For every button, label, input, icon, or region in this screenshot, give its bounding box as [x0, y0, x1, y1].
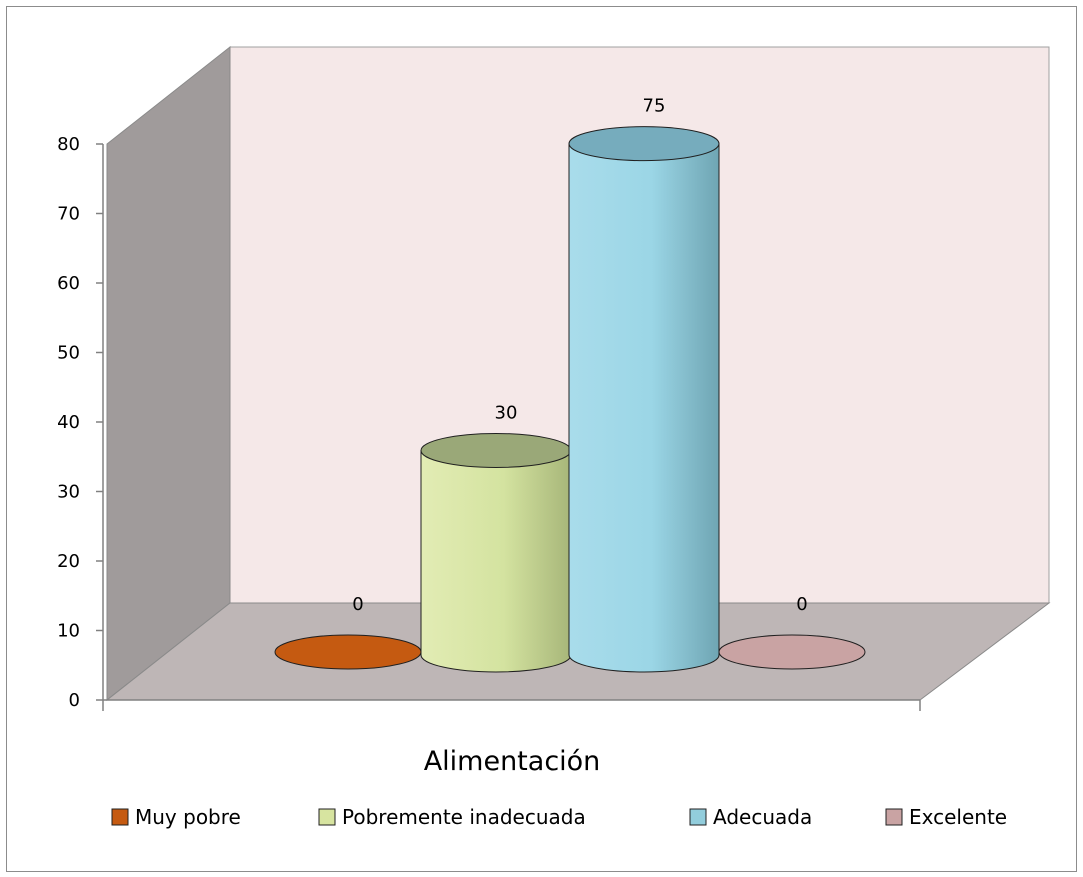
- y-tick-label: 20: [57, 551, 80, 572]
- y-tick-label: 70: [57, 204, 80, 225]
- legend-swatch: [111, 808, 129, 826]
- legend: Muy pobre Pobremente inadecuada Adecuada Ex…: [111, 805, 1007, 829]
- legend-swatch: [318, 808, 336, 826]
- bar-body: [568, 143, 720, 673]
- legend-label: Excelente: [909, 805, 1007, 829]
- bar-body: [420, 449, 572, 673]
- bar-2: [568, 126, 720, 673]
- data-labels: 0 30 75 0: [352, 96, 807, 615]
- y-tick-label: 40: [57, 412, 80, 433]
- y-tick-label: 0: [69, 690, 80, 711]
- legend-swatch: [689, 808, 707, 826]
- legend-item: Muy pobre: [111, 805, 241, 829]
- data-label: 0: [796, 594, 807, 615]
- data-label: 0: [352, 594, 363, 615]
- legend-label: Adecuada: [713, 805, 812, 829]
- data-label: 75: [643, 96, 666, 117]
- y-ticks: 0 10 20 30 40 50 60 70 80: [57, 134, 103, 711]
- bar-disc: [274, 634, 422, 670]
- bar-disc: [718, 634, 866, 670]
- legend-item: Pobremente inadecuada: [318, 805, 586, 829]
- y-tick-label: 60: [57, 273, 80, 294]
- legend-item: Excelente: [885, 805, 1007, 829]
- side-wall: [106, 45, 231, 702]
- legend-label: Muy pobre: [135, 805, 241, 829]
- legend-item: Adecuada: [689, 805, 812, 829]
- bar-1: [420, 432, 572, 673]
- y-tick-label: 30: [57, 482, 80, 503]
- x-axis-title: Alimentación: [424, 746, 601, 777]
- y-tick-label: 50: [57, 343, 80, 364]
- bars: [274, 126, 866, 673]
- legend-swatch: [885, 808, 903, 826]
- bar-top: [420, 432, 572, 468]
- bar-0: [274, 634, 422, 670]
- data-label: 30: [495, 402, 518, 423]
- bar-top: [568, 126, 720, 162]
- y-tick-label: 80: [57, 134, 80, 155]
- legend-label: Pobremente inadecuada: [342, 805, 586, 829]
- y-tick-label: 10: [57, 621, 80, 642]
- bar-3: [718, 634, 866, 670]
